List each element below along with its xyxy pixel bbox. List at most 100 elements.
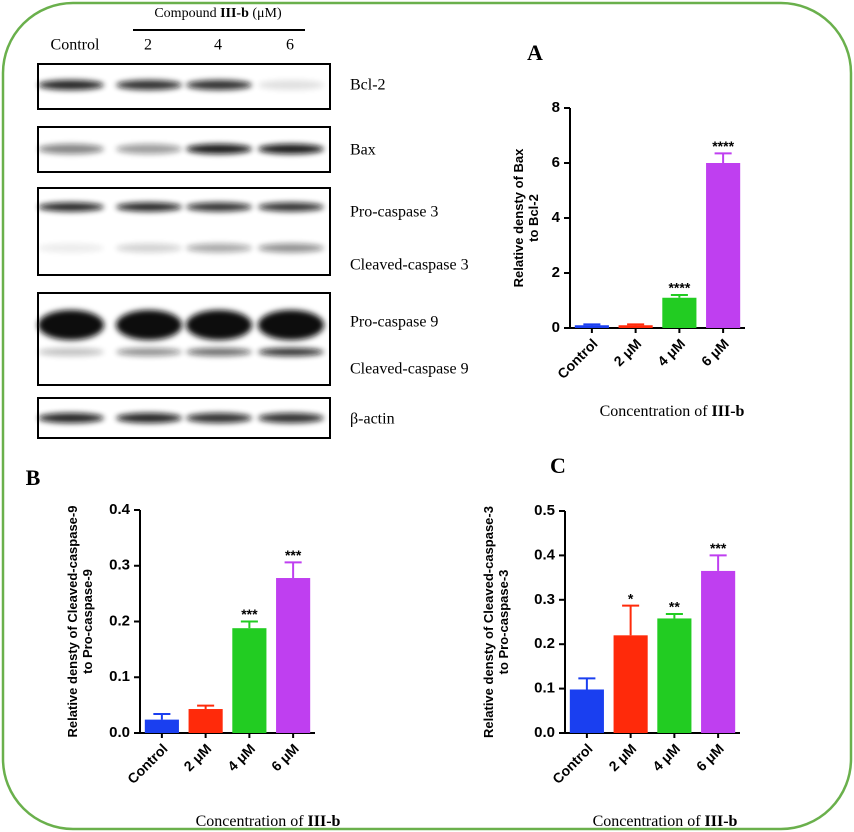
y-tick-label: 4 — [552, 209, 561, 226]
lane-label: 6 — [286, 37, 294, 54]
x-axis-label: Concentration of III-b — [600, 403, 745, 420]
bar — [618, 325, 653, 328]
x-axis-label: Concentration of III-b — [196, 813, 341, 830]
blot-band — [186, 202, 252, 212]
x-axis-label-part: III-b — [712, 403, 745, 420]
blot-band — [258, 243, 324, 253]
x-tick-label: Control — [554, 335, 601, 382]
x-axis-label: Concentration of III-b — [593, 813, 738, 830]
significance: **** — [712, 138, 734, 154]
band-label: Bax — [350, 142, 376, 159]
x-tick-label: 4 μM — [649, 740, 683, 774]
y-tick-label: 0.2 — [534, 635, 555, 652]
blot-band — [38, 413, 104, 423]
x-tick-label: 2 μM — [180, 740, 214, 774]
y-tick-label: 0.4 — [534, 546, 556, 563]
bar — [276, 578, 311, 733]
y-tick-label: 0.4 — [109, 501, 131, 518]
y-axis-label-line: Relative densty of Cleaved-caspase-9 — [65, 506, 80, 738]
y-axis-label: Relative densty of Baxto Bcl-2 — [511, 148, 541, 287]
significance: *** — [285, 547, 302, 563]
y-axis-label-line: Relative densty of Bax — [511, 148, 526, 287]
band-label: β-actin — [350, 411, 395, 428]
y-tick-label: 0 — [552, 319, 560, 336]
x-tick-label: 4 μM — [654, 335, 688, 369]
blot-header-part: (μM) — [249, 6, 282, 21]
blot-band — [186, 80, 252, 90]
x-axis-label-part: Concentration of — [196, 813, 308, 830]
x-axis-label-part: III-b — [308, 813, 341, 830]
panel-letter: C — [550, 453, 566, 478]
blot-band — [116, 80, 182, 90]
blot-header-part: Compound — [154, 6, 220, 21]
y-tick-label: 0.5 — [534, 502, 555, 519]
bar — [662, 297, 697, 328]
blot-band — [186, 348, 252, 356]
y-axis-label: Relative densty of Cleaved-caspase-3to P… — [481, 506, 511, 738]
significance: *** — [710, 540, 727, 556]
blot-band — [38, 144, 104, 154]
blot-band — [186, 413, 252, 423]
bar — [706, 163, 741, 328]
band-label: Bcl-2 — [350, 77, 386, 94]
blot-box — [37, 187, 331, 276]
blot-band — [186, 144, 252, 154]
y-axis-label-line: Relative densty of Cleaved-caspase-3 — [481, 506, 496, 738]
x-axis-label-part: III-b — [705, 813, 738, 830]
x-tick-label: Control — [124, 740, 171, 787]
x-tick-label: 6 μM — [693, 740, 727, 774]
blot-band — [38, 202, 104, 212]
blot-band — [38, 348, 104, 356]
blot-band — [258, 310, 324, 340]
x-tick-label: 4 μM — [224, 740, 258, 774]
panel-letter: A — [527, 40, 543, 65]
blot-band — [116, 413, 182, 423]
y-tick-label: 2 — [552, 264, 560, 281]
y-axis-label-line: to Bcl-2 — [526, 194, 541, 242]
blot-band — [116, 348, 182, 356]
bar — [144, 719, 179, 733]
y-tick-label: 0.2 — [109, 612, 130, 629]
bar — [188, 709, 223, 733]
y-tick-label: 0.0 — [534, 724, 555, 741]
blot-band — [258, 144, 324, 154]
bar — [232, 628, 267, 733]
blot-band — [38, 310, 104, 340]
x-tick-label: 6 μM — [268, 740, 302, 774]
blot-band — [258, 348, 324, 356]
x-tick-label: 6 μM — [698, 335, 732, 369]
y-tick-label: 0.3 — [109, 557, 130, 574]
lane-label: 4 — [214, 37, 222, 54]
band-label: Cleaved-caspase 9 — [350, 361, 469, 378]
x-tick-label: 2 μM — [605, 740, 639, 774]
blot-band — [258, 202, 324, 212]
blot-band — [116, 144, 182, 154]
lane-label: 2 — [144, 37, 152, 54]
y-axis-label-line: to Pro-caspase-9 — [80, 569, 95, 674]
x-tick-label: 2 μM — [610, 335, 644, 369]
panel-letter: B — [26, 465, 41, 490]
significance: ** — [669, 599, 680, 615]
bar — [701, 570, 736, 733]
y-axis-label: Relative densty of Cleaved-caspase-9to P… — [65, 506, 95, 738]
y-tick-label: 0.1 — [109, 668, 130, 685]
bar — [657, 618, 692, 733]
band-label: Pro-caspase 3 — [350, 204, 438, 221]
x-axis-label-part: Concentration of — [600, 403, 712, 420]
x-tick-label: Control — [549, 740, 596, 787]
y-tick-label: 0.3 — [534, 591, 555, 608]
lane-label: Control — [51, 37, 100, 54]
blot-band — [186, 243, 252, 253]
bar — [613, 635, 648, 733]
bar — [574, 325, 609, 328]
blot-band — [258, 80, 324, 90]
y-tick-label: 8 — [552, 99, 560, 116]
blot-band — [186, 310, 252, 340]
significance: **** — [668, 280, 690, 296]
significance: * — [628, 590, 634, 606]
blot-band — [258, 413, 324, 423]
x-axis-label-part: Concentration of — [593, 813, 705, 830]
blot-band — [38, 243, 104, 253]
